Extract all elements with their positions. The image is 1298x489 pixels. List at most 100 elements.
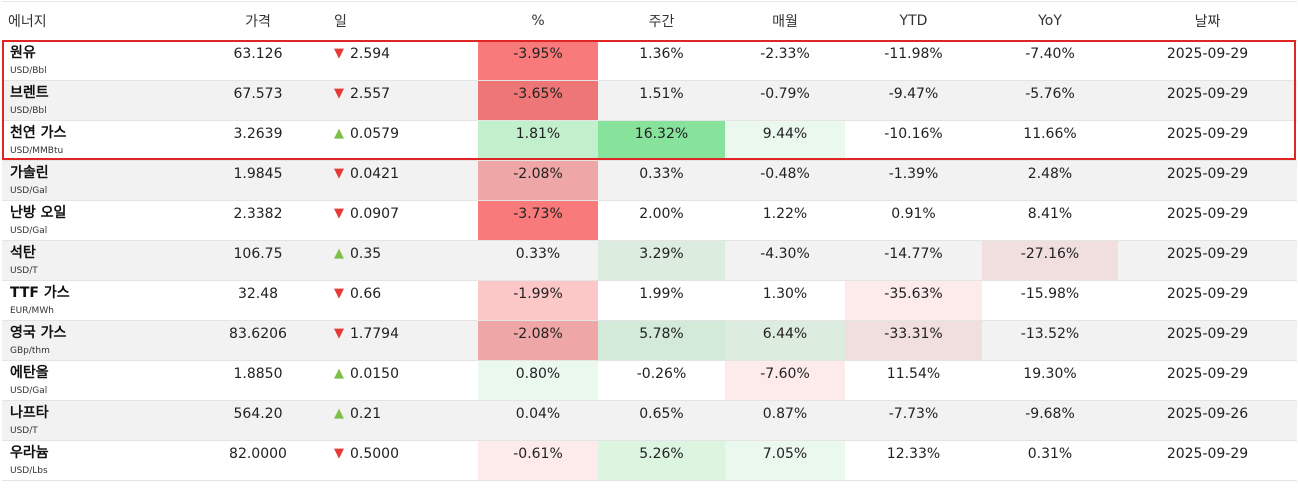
table-row[interactable]: 브렌트 USD/Bbl 67.573 ▼ 2.557 -3.65% 1.51% -0.79% -… (2, 80, 1297, 121)
ytd-change-cell: 12.33% (845, 440, 982, 481)
ytd-change-cell: -7.73% (845, 400, 982, 441)
yoy-change-cell: -5.76% (982, 80, 1118, 121)
commodity-unit: USD/T (10, 266, 38, 276)
date-value: 2025-09-29 (1166, 446, 1249, 462)
commodity-cell[interactable]: 브렌트 USD/Bbl (2, 80, 182, 121)
commodity-name[interactable]: 석탄 (10, 245, 36, 261)
header-price[interactable]: 가격 (182, 1, 334, 41)
header-percent[interactable]: % (478, 1, 598, 41)
commodity-unit: USD/Lbs (10, 466, 48, 476)
price-value: 1.8850 (233, 366, 283, 382)
date-cell: 2025-09-29 (1118, 440, 1297, 481)
day-change-cell: ▼ 1.7794 (334, 320, 478, 361)
day-change-value: 0.35 (350, 246, 382, 262)
commodity-unit: USD/Gal (10, 226, 48, 236)
commodity-cell[interactable]: 난방 오일 USD/Gal (2, 200, 182, 241)
commodity-name[interactable]: 브렌트 (10, 85, 49, 101)
commodity-cell[interactable]: 가솔린 USD/Gal (2, 160, 182, 201)
commodity-name[interactable]: 에탄올 (10, 365, 49, 381)
commodity-cell[interactable]: 석탄 USD/T (2, 240, 182, 281)
header-day[interactable]: 일 (334, 1, 478, 41)
table-row[interactable]: 석탄 USD/T 106.75 ▲ 0.35 0.33% 3.29% -4.30% -14.77… (2, 240, 1297, 281)
triangle-down-icon: ▼ (334, 166, 344, 181)
day-change-wrap: ▼ 0.5000 (334, 441, 478, 462)
date-value: 2025-09-29 (1166, 286, 1249, 302)
yoy-change-value: -13.52% (1020, 326, 1080, 342)
percent-change-value: -0.61% (513, 446, 563, 462)
weekly-change-value: 0.65% (639, 406, 684, 422)
percent-change-cell: -3.73% (478, 200, 598, 241)
weekly-change-value: 1.36% (639, 46, 684, 62)
table-row[interactable]: TTF 가스 EUR/MWh 32.48 ▼ 0.66 -1.99% 1.99% 1.30% -… (2, 280, 1297, 321)
day-change-value: 0.0150 (350, 366, 399, 382)
ytd-change-value: -9.47% (888, 86, 939, 102)
header-month[interactable]: 매월 (725, 1, 845, 41)
commodity-cell[interactable]: 원유 USD/Bbl (2, 40, 182, 81)
day-change-value: 1.7794 (350, 326, 399, 342)
header-energy[interactable]: 에너지 (2, 1, 182, 41)
day-change-cell: ▼ 2.594 (334, 40, 478, 81)
yoy-change-value: -15.98% (1020, 286, 1080, 302)
table-row[interactable]: 천연 가스 USD/MMBtu 3.2639 ▲ 0.0579 1.81% 16.32% 9.… (2, 120, 1297, 161)
table-row[interactable]: 우라늄 USD/Lbs 82.0000 ▼ 0.5000 -0.61% 5.26% 7.05%… (2, 440, 1297, 481)
weekly-change-value: 3.29% (639, 246, 684, 262)
date-value: 2025-09-29 (1166, 46, 1249, 62)
triangle-down-icon: ▼ (334, 206, 344, 221)
commodity-unit: EUR/MWh (10, 306, 54, 316)
commodity-name[interactable]: 가솔린 (10, 165, 49, 181)
weekly-change-value: 5.78% (639, 326, 684, 342)
commodity-unit: USD/Gal (10, 386, 48, 396)
monthly-change-cell: -4.30% (725, 240, 845, 281)
weekly-change-cell: 3.29% (598, 240, 725, 281)
monthly-change-cell: -7.60% (725, 360, 845, 401)
commodity-name[interactable]: 나프타 (10, 405, 49, 421)
commodity-cell[interactable]: 우라늄 USD/Lbs (2, 440, 182, 481)
commodity-name[interactable]: 원유 (10, 45, 36, 61)
commodity-name[interactable]: 우라늄 (10, 445, 49, 461)
header-date[interactable]: 날짜 (1118, 1, 1297, 41)
day-change-wrap: ▼ 2.594 (334, 41, 478, 62)
commodity-cell[interactable]: 나프타 USD/T (2, 400, 182, 441)
date-value: 2025-09-29 (1166, 206, 1249, 222)
day-change-wrap: ▼ 0.0907 (334, 201, 478, 222)
table-row[interactable]: 나프타 USD/T 564.20 ▲ 0.21 0.04% 0.65% 0.87% -7.73%… (2, 400, 1297, 441)
yoy-change-cell: -7.40% (982, 40, 1118, 81)
commodity-cell[interactable]: 에탄올 USD/Gal (2, 360, 182, 401)
date-value: 2025-09-29 (1166, 126, 1249, 142)
table-row[interactable]: 난방 오일 USD/Gal 2.3382 ▼ 0.0907 -3.73% 2.00% 1.22… (2, 200, 1297, 241)
day-change-cell: ▲ 0.0579 (334, 120, 478, 161)
price-cell: 106.75 (182, 240, 334, 281)
ytd-change-value: -35.63% (884, 286, 943, 302)
commodity-cell[interactable]: TTF 가스 EUR/MWh (2, 280, 182, 321)
table-row[interactable]: 원유 USD/Bbl 63.126 ▼ 2.594 -3.95% 1.36% -2.33% -1… (2, 40, 1297, 81)
weekly-change-cell: 16.32% (598, 120, 725, 161)
header-yoy[interactable]: YoY (982, 1, 1118, 41)
triangle-down-icon: ▼ (334, 446, 344, 461)
triangle-down-icon: ▼ (334, 326, 344, 341)
commodity-cell[interactable]: 천연 가스 USD/MMBtu (2, 120, 182, 161)
commodity-name[interactable]: 천연 가스 (10, 125, 67, 141)
commodity-name[interactable]: TTF 가스 (10, 285, 70, 301)
commodity-name[interactable]: 영국 가스 (10, 325, 67, 341)
ytd-change-value: -7.73% (888, 406, 939, 422)
commodity-cell[interactable]: 영국 가스 GBp/thm (2, 320, 182, 361)
monthly-change-value: -0.79% (760, 86, 810, 102)
percent-change-cell: -0.61% (478, 440, 598, 481)
weekly-change-value: 16.32% (634, 126, 689, 142)
table-row[interactable]: 영국 가스 GBp/thm 83.6206 ▼ 1.7794 -2.08% 5.78% 6.4… (2, 320, 1297, 361)
day-change-wrap: ▼ 1.7794 (334, 321, 478, 342)
table-row[interactable]: 에탄올 USD/Gal 1.8850 ▲ 0.0150 0.80% -0.26% -7.60%… (2, 360, 1297, 401)
weekly-change-value: 0.33% (639, 166, 684, 182)
percent-change-cell: -1.99% (478, 280, 598, 321)
date-cell: 2025-09-29 (1118, 280, 1297, 321)
price-value: 2.3382 (233, 206, 283, 222)
date-value: 2025-09-29 (1166, 326, 1249, 342)
commodity-name[interactable]: 난방 오일 (10, 205, 67, 221)
header-ytd[interactable]: YTD (845, 1, 982, 41)
price-cell: 67.573 (182, 80, 334, 121)
table-row[interactable]: 가솔린 USD/Gal 1.9845 ▼ 0.0421 -2.08% 0.33% -0.48%… (2, 160, 1297, 201)
header-week[interactable]: 주간 (598, 1, 725, 41)
ytd-change-cell: -35.63% (845, 280, 982, 321)
ytd-change-value: -14.77% (884, 246, 943, 262)
date-value: 2025-09-29 (1166, 246, 1249, 262)
